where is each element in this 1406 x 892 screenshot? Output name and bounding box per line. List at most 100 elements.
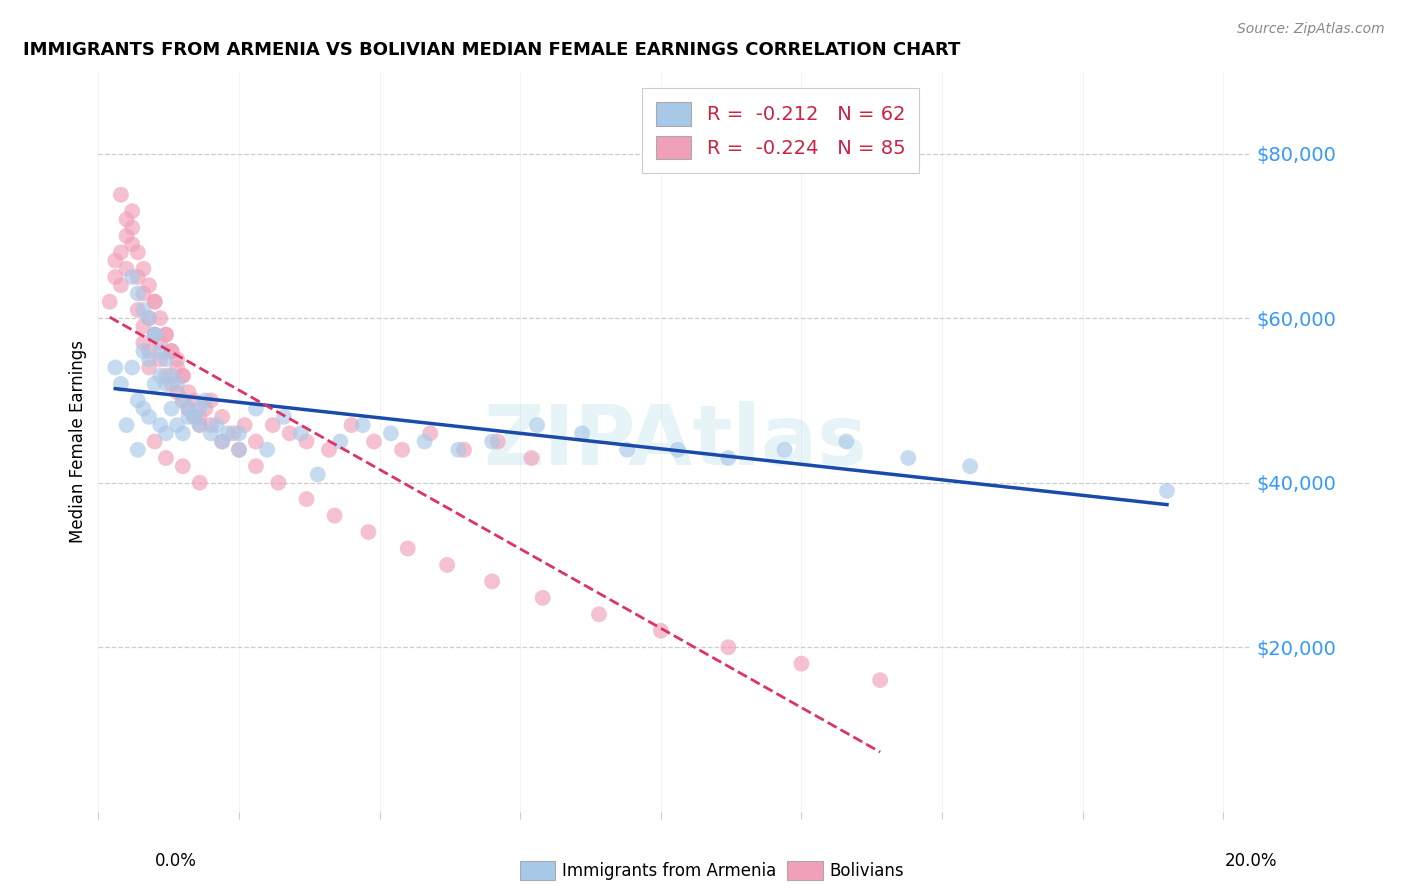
Point — [217, 426, 239, 441]
Point — [98, 294, 121, 309]
Text: ZIPAtlas: ZIPAtlas — [482, 401, 868, 482]
Point — [188, 475, 211, 490]
Point — [160, 401, 183, 416]
Point — [172, 459, 194, 474]
Point — [110, 376, 132, 391]
Point — [166, 418, 188, 433]
Point — [104, 253, 127, 268]
Point — [869, 673, 891, 687]
Point — [143, 327, 166, 342]
Text: IMMIGRANTS FROM ARMENIA VS BOLIVIAN MEDIAN FEMALE EARNINGS CORRELATION CHART: IMMIGRANTS FROM ARMENIA VS BOLIVIAN MEDI… — [24, 41, 960, 59]
Point — [155, 368, 177, 383]
Point — [104, 270, 127, 285]
Point — [205, 418, 228, 433]
Point — [177, 401, 200, 416]
Point — [110, 245, 132, 260]
Point — [121, 270, 143, 285]
Text: Immigrants from Armenia: Immigrants from Armenia — [562, 862, 776, 880]
Point — [233, 418, 256, 433]
Point — [155, 327, 177, 342]
Point — [245, 401, 267, 416]
Point — [138, 278, 160, 293]
Point — [143, 294, 166, 309]
Point — [160, 344, 183, 359]
Point — [183, 393, 205, 408]
Point — [143, 376, 166, 391]
Point — [267, 475, 290, 490]
Point — [897, 450, 920, 465]
Text: 0.0%: 0.0% — [155, 852, 197, 870]
Point — [183, 409, 205, 424]
Point — [132, 286, 155, 301]
Point — [172, 393, 194, 408]
Point — [115, 212, 138, 227]
Point — [773, 442, 796, 457]
Point — [127, 245, 149, 260]
Point — [121, 360, 143, 375]
Point — [166, 376, 188, 391]
Point — [149, 368, 172, 383]
Point — [835, 434, 858, 449]
Point — [228, 442, 250, 457]
Point — [1156, 483, 1178, 498]
Point — [132, 401, 155, 416]
Point — [481, 574, 503, 589]
Point — [391, 442, 413, 457]
Point — [526, 418, 548, 433]
Point — [127, 270, 149, 285]
Point — [127, 286, 149, 301]
Point — [650, 624, 672, 638]
Point — [121, 220, 143, 235]
Point — [138, 311, 160, 326]
Point — [436, 558, 458, 572]
Point — [211, 434, 233, 449]
Point — [104, 360, 127, 375]
Point — [571, 426, 593, 441]
Point — [531, 591, 554, 605]
Point — [172, 368, 194, 383]
Point — [138, 360, 160, 375]
Point — [127, 393, 149, 408]
Point — [166, 360, 188, 375]
Point — [520, 450, 543, 465]
Point — [115, 261, 138, 276]
Point — [132, 335, 155, 350]
Point — [172, 426, 194, 441]
Point — [188, 409, 211, 424]
Point — [155, 327, 177, 342]
Point — [200, 418, 222, 433]
Point — [352, 418, 374, 433]
Point — [177, 385, 200, 400]
Text: Source: ZipAtlas.com: Source: ZipAtlas.com — [1237, 22, 1385, 37]
Point — [323, 508, 346, 523]
Point — [127, 302, 149, 317]
Point — [149, 311, 172, 326]
Point — [149, 352, 172, 367]
Point — [143, 294, 166, 309]
Point — [380, 426, 402, 441]
Point — [447, 442, 470, 457]
Point — [307, 467, 329, 482]
Point — [172, 368, 194, 383]
Point — [200, 393, 222, 408]
Point — [616, 442, 638, 457]
Point — [172, 393, 194, 408]
Point — [110, 278, 132, 293]
Point — [717, 450, 740, 465]
Point — [188, 418, 211, 433]
Point — [149, 335, 172, 350]
Point — [357, 524, 380, 539]
Point — [318, 442, 340, 457]
Point — [329, 434, 352, 449]
Point — [115, 228, 138, 243]
Point — [121, 204, 143, 219]
Point — [453, 442, 475, 457]
Point — [177, 401, 200, 416]
Point — [155, 352, 177, 367]
Point — [132, 302, 155, 317]
Point — [245, 434, 267, 449]
Point — [132, 344, 155, 359]
Point — [340, 418, 363, 433]
Y-axis label: Median Female Earnings: Median Female Earnings — [69, 340, 87, 543]
Point — [160, 368, 183, 383]
